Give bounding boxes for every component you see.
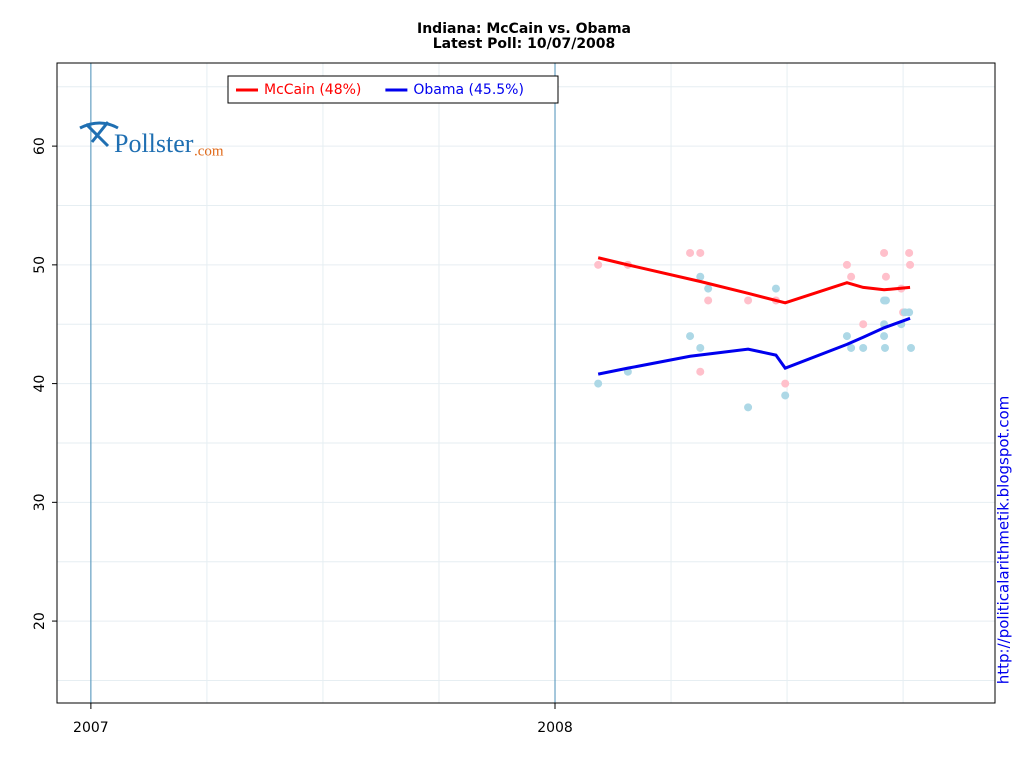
plot-frame <box>56 62 996 704</box>
chart-title: Indiana: McCain vs. Obama <box>417 21 631 37</box>
poll-point <box>847 343 856 352</box>
poll-point <box>696 248 705 257</box>
x-tick-label: 2007 <box>73 720 109 736</box>
poll-point <box>696 272 705 281</box>
poll-point <box>744 296 753 305</box>
poll-point <box>704 296 713 305</box>
poll-point <box>696 343 705 352</box>
poll-point <box>781 379 790 388</box>
poll-point <box>704 284 713 293</box>
source-link: http://politicalarithmetik.blogspot.com <box>995 396 1013 685</box>
chart-subtitle: Latest Poll: 10/07/2008 <box>433 36 616 52</box>
poll-point <box>880 332 889 341</box>
logo-name: Pollster <box>114 129 194 158</box>
poll-point <box>842 260 851 269</box>
y-tick-label: 20 <box>32 612 48 630</box>
poll-point <box>905 308 914 317</box>
poll-point <box>906 343 915 352</box>
poll-point <box>696 367 705 376</box>
logo-mark <box>79 121 119 148</box>
legend-label: Obama (45.5%) <box>413 82 524 98</box>
y-tick-label: 60 <box>32 137 48 155</box>
poll-point <box>781 391 790 400</box>
poll-point <box>594 379 603 388</box>
poll-point <box>880 248 889 257</box>
poll-point <box>881 343 890 352</box>
logo-suffix: .com <box>194 143 224 159</box>
poll-point <box>881 272 890 281</box>
x-tick-label: 2008 <box>537 720 573 736</box>
poll-point <box>859 343 868 352</box>
logo: Pollster .com <box>79 121 224 159</box>
poll-point <box>842 332 851 341</box>
poll-point <box>771 284 780 293</box>
poll-point <box>859 320 868 329</box>
y-tick-label: 40 <box>32 375 48 393</box>
y-tick-label: 50 <box>32 256 48 274</box>
trend-line <box>597 256 911 305</box>
poll-point <box>744 403 753 412</box>
poll-point <box>686 248 695 257</box>
poll-point <box>906 260 915 269</box>
poll-point <box>594 260 603 269</box>
poll-point <box>686 332 695 341</box>
poll-point <box>847 272 856 281</box>
legend-label: McCain (48%) <box>264 82 361 98</box>
y-tick-label: 30 <box>32 493 48 511</box>
legend: McCain (48%) Obama (45.5%) <box>227 75 559 104</box>
poll-point <box>881 296 890 305</box>
trend-line <box>597 316 911 376</box>
poll-point <box>905 248 914 257</box>
